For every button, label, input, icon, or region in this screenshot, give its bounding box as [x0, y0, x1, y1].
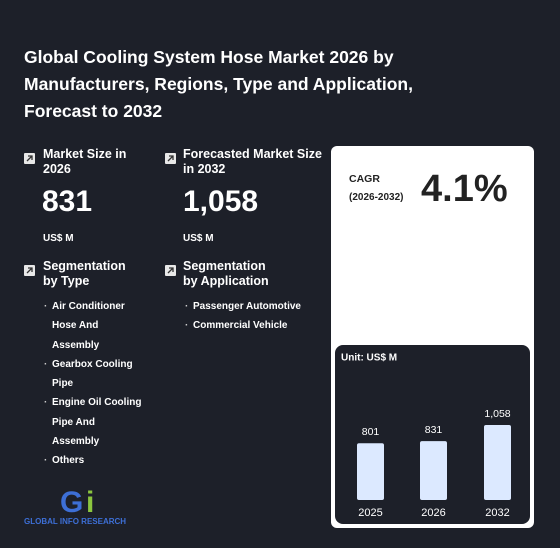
icon — [165, 153, 176, 164]
svg-text:i: i — [86, 486, 94, 516]
bullet: · — [44, 397, 48, 409]
bar — [420, 441, 447, 500]
value-label: 801 — [362, 426, 380, 438]
x-tick-label: 2032 — [485, 507, 509, 519]
segment-item: · Gearbox Cooling Pipe — [44, 355, 144, 394]
bullet: · — [44, 358, 48, 370]
item-text: Others — [52, 455, 85, 467]
x-tick-label: 2026 — [421, 507, 445, 519]
segment-list: · Passenger Automotive · Commercial Vehicle — [185, 297, 323, 336]
bullet: · — [185, 320, 189, 332]
bullet: · — [44, 455, 48, 467]
x-tick-label: 2025 — [358, 507, 382, 519]
cagr-value: 4.1% — [421, 168, 508, 210]
value-label: 831 — [425, 424, 443, 436]
stat-value: 831 — [42, 185, 93, 218]
segment-list: · Air Conditioner Hose And Assembly · Gearb… — [44, 297, 144, 471]
segment-item: · Commercial Vehicle — [185, 316, 323, 335]
segment-item: · Engine Oil Cooling Pipe And Assembly — [44, 393, 144, 451]
stat-unit: US$ M — [183, 233, 214, 244]
item-text: Engine Oil Cooling Pipe And Assembly — [52, 397, 142, 448]
logo-mark: G i — [60, 486, 94, 516]
segment-label: Segmentation by Application — [183, 259, 269, 288]
cagr-label: CAGR — [349, 173, 380, 185]
value-label: 1,058 — [484, 408, 510, 420]
stat-unit: US$ M — [43, 233, 74, 244]
title: Global Cooling System Hose Market 2026 b… — [24, 47, 413, 121]
segment-item: · Air Conditioner Hose And Assembly — [44, 297, 144, 355]
svg-text:G: G — [60, 486, 83, 516]
segment-item: · Passenger Automotive — [185, 297, 323, 316]
item-text: Gearbox Cooling Pipe — [52, 358, 133, 390]
icon — [24, 265, 35, 276]
bar — [484, 425, 511, 500]
icon — [165, 265, 176, 276]
logo-text: GLOBAL INFO RESEARCH — [24, 517, 127, 526]
stat-value: 1,058 — [183, 185, 259, 218]
bullet: · — [185, 301, 189, 312]
item-text: Air Conditioner Hose And Assembly — [52, 301, 125, 351]
stat-label: Forecasted Market Size in 2032 — [183, 147, 322, 176]
segment-label: Segmentation by Type — [43, 259, 126, 288]
icon — [24, 153, 35, 164]
item-text: Passenger Automotive — [193, 301, 301, 312]
chart-subtitle: Unit: US$ M — [341, 353, 397, 364]
bullet: · — [44, 301, 48, 312]
item-text: Commercial Vehicle — [193, 320, 288, 332]
bar — [357, 443, 384, 500]
stat-label: Market Size in 2026 — [43, 147, 127, 176]
cagr-period: (2026-2032) — [349, 192, 404, 203]
segment-item: · Others — [44, 451, 144, 470]
